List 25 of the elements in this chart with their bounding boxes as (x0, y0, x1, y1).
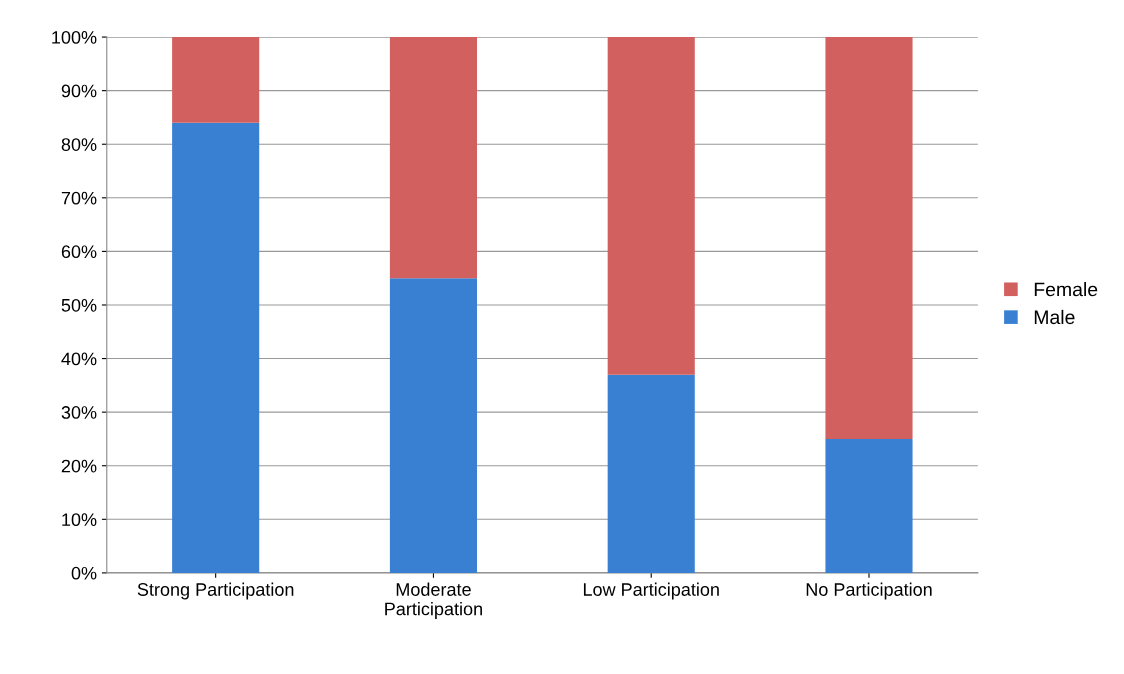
y-tick-label: 90% (61, 84, 97, 98)
legend-label: Female (1034, 282, 1098, 297)
y-tick-label: 30% (61, 406, 97, 419)
bar (389, 278, 477, 573)
y-tick-label: 100% (52, 31, 97, 44)
y-tick-label: 70% (61, 191, 97, 205)
x-tick-label: Moderate Participation (385, 582, 482, 619)
x-tick-label: Low Participation (583, 582, 719, 600)
x-tick-label: Strong Participation (137, 582, 294, 600)
legend-label: Male (1034, 309, 1075, 325)
y-tick-label: 50% (61, 298, 97, 312)
bar (389, 37, 477, 279)
bar (607, 374, 695, 573)
bar (172, 122, 260, 573)
y-tick-label: 0% (71, 566, 97, 580)
y-tick-label: 20% (61, 459, 97, 473)
y-tick-label: 10% (62, 513, 97, 527)
y-tick-label: 80% (61, 138, 97, 151)
x-tick-label: No Participation (806, 582, 932, 600)
y-tick-label: 60% (61, 245, 97, 259)
bar (825, 37, 913, 439)
y-tick-label: 40% (61, 352, 97, 366)
bar (172, 37, 260, 123)
bar (825, 438, 913, 573)
bar (607, 37, 695, 375)
